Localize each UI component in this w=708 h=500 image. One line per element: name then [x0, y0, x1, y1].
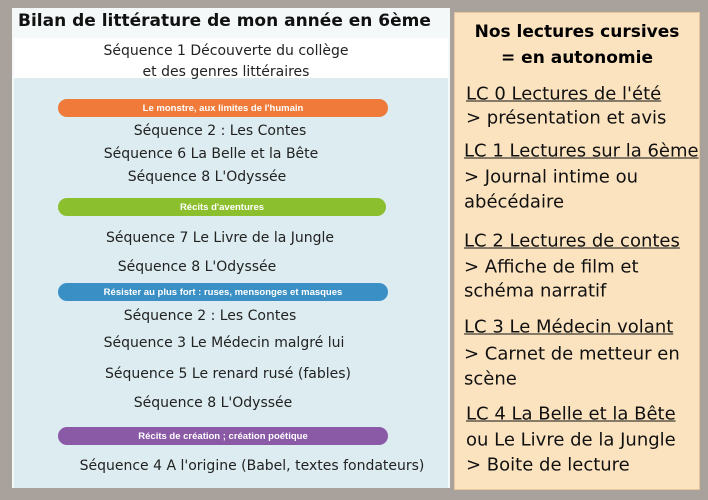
sequence: Séquence 3 Le Médecin malgré lui — [103, 335, 345, 351]
sequence: Séquence 8 L'Odyssée — [133, 395, 293, 411]
theme-banner: Récits de création ; création poétique — [58, 427, 388, 445]
title: Bilan de littérature de mon année en 6èm… — [18, 11, 431, 31]
lc-line: > Boite de lecture — [466, 454, 630, 476]
intro-band — [14, 38, 448, 78]
theme-banner: Récits d'aventures — [58, 198, 386, 216]
sequence: Séquence 2 : Les Contes — [123, 308, 297, 324]
lc-line: > présentation et avis — [466, 107, 667, 129]
lc-line: > Carnet de metteur en — [464, 343, 680, 365]
sequence: Séquence 4 A l'origine (Babel, textes fo… — [79, 458, 425, 474]
lc-line: scène — [464, 368, 517, 390]
aside-title: = en autonomie — [501, 48, 653, 68]
intro-line: Séquence 1 Découverte du collège — [103, 43, 349, 59]
sequence: Séquence 6 La Belle et la Bête — [103, 146, 319, 162]
lc-line: abécédaire — [464, 191, 565, 213]
lc-heading: LC 1 Lectures sur la 6ème — [464, 140, 699, 162]
lc-heading: LC 2 Lectures de contes — [464, 230, 680, 252]
theme-banner: Le monstre, aux limites de l'humain — [58, 99, 388, 117]
sequence: Séquence 8 L'Odyssée — [127, 169, 287, 185]
sequence: Séquence 7 Le Livre de la Jungle — [105, 230, 335, 246]
aside-title: Nos lectures cursives — [474, 22, 680, 42]
lc-heading: LC 0 Lectures de l'été — [466, 83, 662, 105]
lc-heading: LC 3 Le Médecin volant — [464, 316, 674, 338]
lc-line: schéma narratif — [464, 280, 607, 302]
lc-line: ou Le Livre de la Jungle — [466, 429, 676, 451]
lc-line: > Affiche de film et — [464, 256, 639, 278]
sequence: Séquence 8 L'Odyssée — [117, 259, 277, 275]
sequence: Séquence 5 Le renard rusé (fables) — [105, 366, 351, 382]
sequence: Séquence 2 : Les Contes — [133, 123, 307, 139]
theme-banner: Résister au plus fort : ruses, mensonges… — [58, 283, 388, 301]
lc-line: > Journal intime ou — [464, 166, 638, 188]
right-panel — [454, 12, 700, 490]
intro-line: et des genres littéraires — [142, 64, 310, 80]
lc-heading: LC 4 La Belle et la Bête — [466, 403, 676, 425]
